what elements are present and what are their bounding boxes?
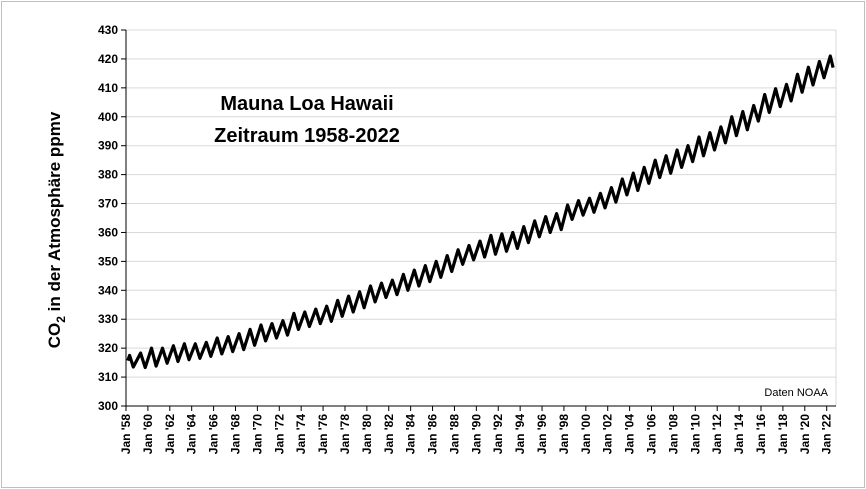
x-tick-label: Jan '76 [316, 414, 330, 455]
x-tick-label: Jan '94 [513, 414, 527, 455]
x-tick-label: Jan '22 [820, 414, 834, 455]
source-note: Daten NOAA [764, 387, 828, 399]
x-tick-label: Jan '00 [579, 414, 593, 455]
x-tick-label: Jan '20 [798, 414, 812, 455]
x-tick-label: Jan '70 [250, 414, 264, 455]
y-tick-label: 350 [98, 254, 118, 268]
x-tick-label: Jan '82 [382, 414, 396, 455]
y-axis-label-subscript: 2 [54, 316, 68, 323]
x-tick-label: Jan '16 [754, 414, 768, 455]
y-axis-label-rest: in der Atmosphäre ppmv [45, 111, 64, 316]
chart-subtitle: Zeitraum 1958-2022 [214, 125, 400, 147]
x-tick-label: Jan '62 [163, 414, 177, 455]
x-tick-label: Jan '72 [272, 414, 286, 455]
y-tick-label: 410 [98, 81, 118, 95]
x-tick-label: Jan '08 [666, 414, 680, 455]
x-tick-label: Jan '06 [645, 414, 659, 455]
x-tick-label: Jan '96 [535, 414, 549, 455]
y-tick-label: 420 [98, 52, 118, 66]
y-tick-label: 330 [98, 312, 118, 326]
y-tick-label: 300 [98, 399, 118, 413]
x-tick-label: Jan '68 [228, 414, 242, 455]
y-tick-label: 340 [98, 283, 118, 297]
y-tick-labels: 300 310 320 330 340 350 360 370 380 390 400 410 420 4… [98, 23, 118, 413]
x-tick-label: Jan '86 [426, 414, 440, 455]
y-tick-label: 390 [98, 139, 118, 153]
x-tick-label: Jan '18 [776, 414, 790, 455]
x-tick-label: Jan '98 [557, 414, 571, 455]
y-axis-label-prefix: CO [45, 323, 64, 349]
x-tick-label: Jan '58 [119, 414, 133, 455]
x-tick-label: Jan '90 [469, 414, 483, 455]
x-tick-label: Jan '04 [623, 414, 637, 455]
y-tick-label: 320 [98, 341, 118, 355]
y-tick-label: 360 [98, 225, 118, 239]
y-axis-label: CO2 in der Atmosphäre ppmv [45, 111, 68, 348]
x-tick-labels: Jan '58 Jan '60 Jan '62 Jan '64 Jan '66 Jan '… [119, 414, 834, 455]
x-tick-label: Jan '12 [710, 414, 724, 455]
x-tick-label: Jan '64 [185, 414, 199, 455]
axes [121, 29, 836, 411]
y-tick-label: 370 [98, 197, 118, 211]
x-tick-label: Jan '02 [601, 414, 615, 455]
x-tick-label: Jan '14 [732, 414, 746, 455]
co2-series-line [126, 54, 835, 370]
x-tick-label: Jan '78 [338, 414, 352, 455]
gridlines [126, 29, 837, 406]
x-tick-label: Jan '10 [688, 414, 702, 455]
y-tick-label: 430 [98, 23, 118, 37]
x-tick-label: Jan '66 [207, 414, 221, 455]
x-tick-label: Jan '92 [491, 414, 505, 455]
y-tick-label: 380 [98, 168, 118, 182]
y-tick-label: 310 [98, 370, 118, 384]
x-tick-label: Jan '88 [447, 414, 461, 455]
x-tick-label: Jan '60 [141, 414, 155, 455]
x-tick-label: Jan '80 [360, 414, 374, 455]
x-tick-label: Jan '74 [294, 414, 308, 455]
y-tick-label: 400 [98, 110, 118, 124]
chart-title: Mauna Loa Hawaii [220, 93, 393, 115]
x-tick-label: Jan '84 [404, 414, 418, 455]
